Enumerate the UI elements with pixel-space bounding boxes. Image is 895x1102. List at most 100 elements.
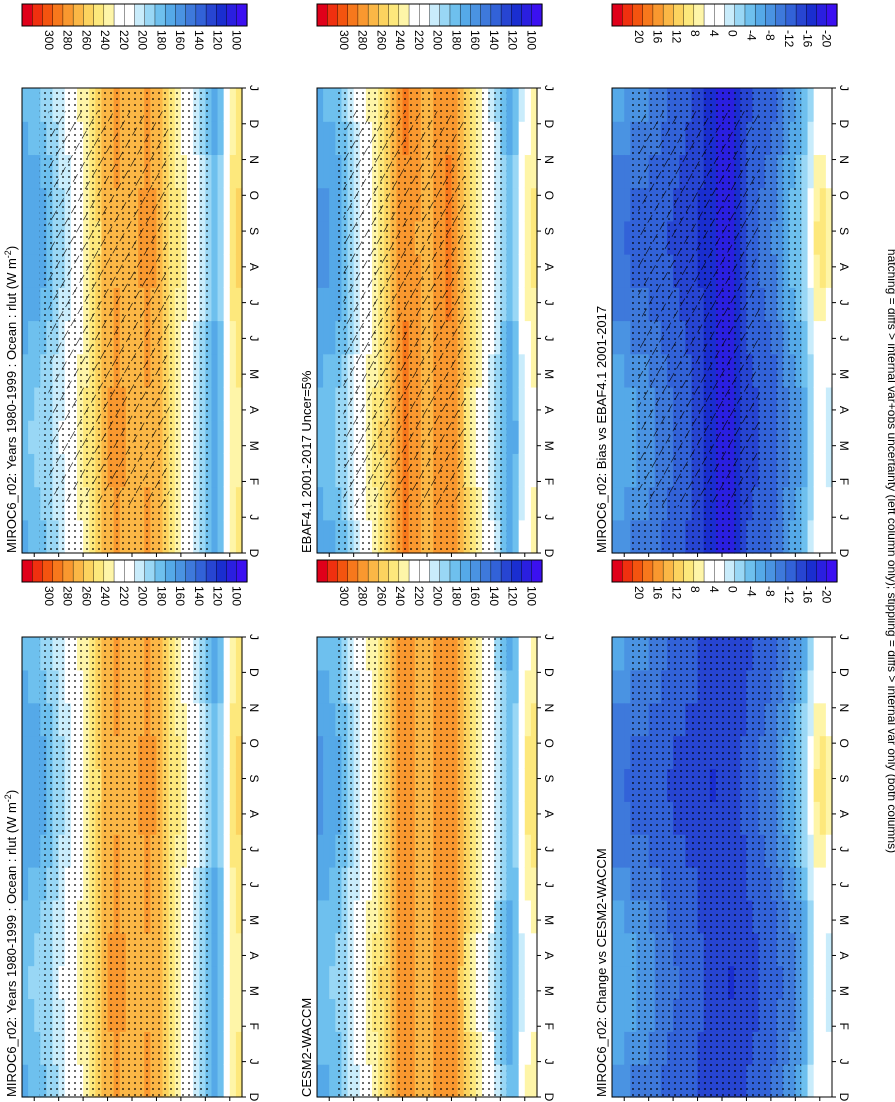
heat-cell	[34, 702, 41, 737]
colorbar-swatch	[52, 3, 64, 27]
heat-cell	[512, 486, 520, 521]
heat-cell	[211, 637, 219, 671]
heat-cell	[813, 220, 821, 255]
colorbar-swatch	[236, 3, 248, 27]
heat-cell	[807, 867, 815, 901]
heat-cell	[524, 121, 532, 156]
heat-cell	[323, 735, 330, 770]
heat-cell	[624, 453, 631, 488]
month-tick-label: J	[542, 514, 556, 520]
colorbar-swatch	[144, 559, 156, 583]
heat-cell	[28, 1064, 35, 1098]
month-tick-label: D	[542, 668, 556, 677]
heat-cell	[223, 154, 231, 189]
colorbar-swatch	[724, 559, 736, 583]
colorbar-label: 20	[632, 586, 646, 600]
heat-cell	[618, 453, 625, 488]
colorbar-swatch	[480, 559, 492, 583]
colorbar-swatch	[419, 559, 431, 583]
panel-title: MIROC6_r02: Bias vs EBAF4.1 2001-2017	[594, 306, 609, 553]
month-tick-label: S	[837, 227, 851, 235]
colorbar-swatch	[683, 559, 695, 583]
heat-cell	[235, 669, 243, 704]
heat-cell	[217, 965, 225, 1000]
heat-cell	[22, 420, 29, 454]
colorbar-label: 260	[374, 586, 388, 606]
heat-cell	[28, 187, 35, 222]
heat-cell	[22, 287, 29, 322]
colorbar-swatch	[693, 3, 705, 27]
heat-cell	[223, 834, 231, 868]
heat-cell	[229, 353, 237, 388]
heat-cell	[323, 1064, 330, 1098]
month-tick-label: M	[542, 441, 556, 451]
heat-cell	[506, 768, 514, 802]
heat-cell	[518, 287, 526, 322]
heat-cell	[819, 965, 827, 1000]
heat-cell	[518, 735, 526, 770]
colorbar: 20 16 12 8 4 0 -4 -8 -12 -16 -20	[611, 3, 838, 48]
heat-cell	[618, 1031, 625, 1065]
month-tick-label: A	[247, 951, 261, 959]
colorbar-swatch	[632, 3, 644, 27]
heat-cell	[612, 932, 619, 967]
heat-cell	[28, 420, 35, 454]
heat-cell	[512, 702, 520, 737]
colorbar-swatch	[826, 3, 838, 27]
month-tick-label: D	[247, 549, 261, 558]
heat-cell	[618, 353, 625, 388]
heat-cell	[807, 154, 815, 189]
heat-cell	[524, 768, 532, 802]
heat-cell	[22, 735, 29, 770]
heat-cell	[825, 735, 833, 770]
heat-cell	[612, 519, 619, 554]
colorbar-label: 120	[506, 586, 520, 606]
heat-cell	[506, 353, 514, 388]
heat-cell	[235, 932, 243, 967]
heat-cell	[618, 486, 625, 521]
heat-cell	[825, 519, 833, 554]
colorbar-swatch	[744, 3, 756, 27]
heat-cell	[618, 154, 625, 189]
heat-cell	[229, 899, 237, 934]
heat-cell	[223, 998, 231, 1032]
heat-cell	[223, 320, 231, 355]
heat-cell	[34, 801, 41, 835]
colorbar-swatch	[642, 559, 654, 583]
heat-cell	[801, 386, 809, 421]
heat-cell	[624, 669, 631, 704]
heat-cell	[28, 320, 35, 355]
heat-cell	[813, 121, 821, 156]
heat-cell	[524, 867, 532, 901]
heat-cell	[506, 420, 514, 454]
heat-cell	[223, 637, 231, 671]
heat-cell	[524, 486, 532, 521]
colorbar-label: 160	[173, 586, 187, 606]
colorbar-label: 140	[487, 30, 501, 50]
heat-cell	[34, 287, 41, 322]
month-tick-label: M	[542, 369, 556, 379]
heat-cell	[618, 735, 625, 770]
colorbar-swatch	[449, 559, 461, 583]
heat-cell	[618, 768, 625, 802]
heat-cell	[801, 353, 809, 388]
colorbar-label: 300	[42, 30, 56, 50]
heat-cell	[530, 735, 538, 770]
heat-cell	[512, 637, 520, 671]
heat-cell	[618, 386, 625, 421]
heat-cell	[217, 867, 225, 901]
heat-cell	[524, 834, 532, 868]
month-tick-label: O	[837, 191, 851, 200]
heat-cell	[217, 768, 225, 802]
stippling-overlay	[334, 637, 507, 1097]
heat-cell	[813, 486, 821, 521]
heat-cell	[618, 1064, 625, 1098]
colorbar-swatch	[113, 559, 125, 583]
heat-cell	[235, 1064, 243, 1098]
colorbar-swatch	[806, 559, 818, 583]
panel-bias-vs-ebaf: 8060°N20020°S6080DJFMAMJJASONDJMIROC6_r0…	[594, 3, 851, 575]
heat-cell	[612, 254, 619, 288]
heat-cell	[22, 669, 29, 704]
heat-cell	[323, 88, 330, 122]
heat-cell	[530, 254, 538, 288]
